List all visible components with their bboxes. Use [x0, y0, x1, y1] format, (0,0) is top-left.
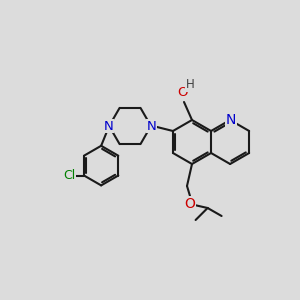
Text: O: O	[184, 197, 195, 211]
Text: H: H	[186, 79, 194, 92]
Text: N: N	[226, 113, 236, 127]
Text: Cl: Cl	[63, 169, 75, 182]
Text: N: N	[147, 119, 157, 133]
Text: N: N	[103, 119, 113, 133]
Text: O: O	[177, 85, 187, 98]
